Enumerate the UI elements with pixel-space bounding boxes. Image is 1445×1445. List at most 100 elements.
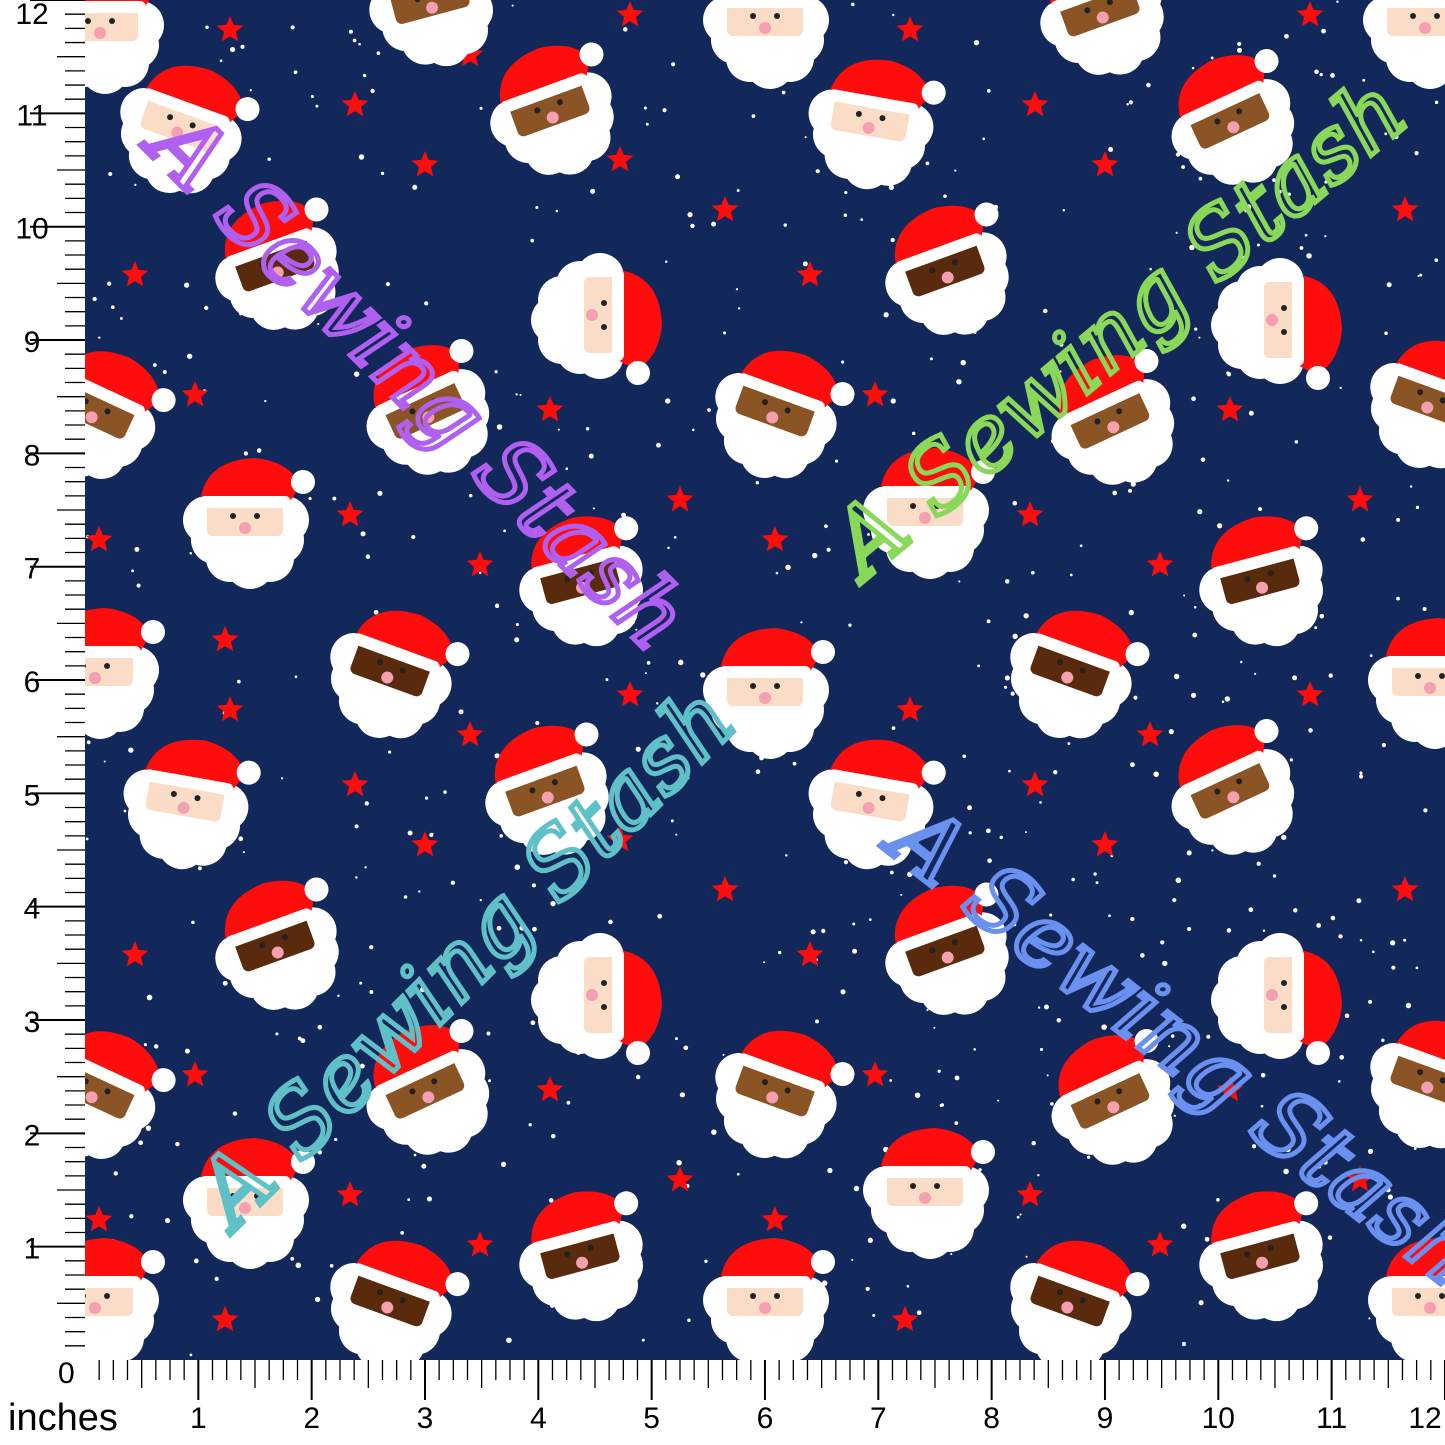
star: [536, 396, 564, 422]
star: [216, 16, 244, 42]
snow-dot: [986, 89, 991, 93]
snow-dot: [1101, 1024, 1107, 1030]
star: [666, 1166, 694, 1192]
snow-dot: [293, 70, 298, 75]
snow-dot: [1059, 370, 1062, 373]
snow-dot: [1062, 209, 1066, 212]
snow-dot: [360, 531, 366, 537]
snow-dot: [1304, 233, 1308, 237]
snow-dot: [514, 864, 521, 870]
y-tick-label: 7: [24, 553, 41, 586]
snow-dot: [136, 583, 141, 588]
snow-dot: [1380, 97, 1384, 101]
santa-head: [123, 739, 261, 870]
star: [466, 1231, 494, 1257]
y-tick-label: 8: [24, 439, 41, 472]
snow-dot: [237, 679, 241, 684]
snow-dot: [365, 554, 371, 559]
snow-dot: [736, 189, 740, 192]
snow-dot: [334, 1137, 338, 1142]
snow-dot: [643, 106, 647, 110]
snow-dot: [1069, 573, 1073, 577]
snow-dot: [1216, 1198, 1220, 1202]
snow-dot: [566, 1100, 571, 1105]
santa-head: [715, 1030, 855, 1159]
snow-dot: [92, 296, 97, 302]
x-tick-0: 0: [58, 1357, 75, 1390]
snow-dot: [421, 1163, 427, 1169]
snow-dot: [1004, 579, 1010, 584]
snow-dot: [373, 609, 379, 615]
snow-dot: [385, 282, 390, 287]
snow-dot: [777, 950, 782, 955]
snow-dot: [110, 305, 115, 310]
snow-dot: [1292, 215, 1296, 219]
snow-dot: [929, 357, 933, 361]
snow-dot: [1003, 685, 1008, 689]
snow-dot: [1023, 613, 1029, 619]
snow-dot: [840, 989, 846, 995]
star: [666, 486, 694, 512]
snow-dot: [1168, 729, 1174, 735]
snow-dot: [956, 379, 962, 385]
snow-dot: [954, 169, 957, 172]
star: [181, 1061, 209, 1087]
santa-head: [703, 0, 829, 89]
star: [411, 151, 439, 177]
snow-dot: [815, 1019, 819, 1024]
snow-dot: [848, 623, 852, 627]
snow-dot: [424, 796, 429, 800]
snow-dot: [1172, 898, 1177, 903]
snow-dot: [1422, 607, 1427, 612]
snow-dot: [1393, 134, 1399, 140]
snow-dot: [751, 114, 756, 119]
snow-dot: [1423, 808, 1428, 813]
star: [1021, 771, 1049, 797]
snow-dot: [280, 777, 284, 780]
snow-dot: [906, 1284, 910, 1288]
snow-dot: [419, 987, 426, 993]
snow-dot: [530, 1020, 536, 1026]
snow-dot: [867, 533, 870, 536]
snow-dot: [1308, 728, 1313, 733]
snow-dot: [1254, 672, 1257, 675]
snow-dot: [1409, 485, 1413, 488]
snow-dot: [1396, 596, 1400, 601]
star: [336, 501, 364, 527]
snow-dot: [675, 833, 678, 836]
snow-dot: [1036, 383, 1041, 388]
snow-dot: [852, 948, 858, 954]
snow-dot: [635, 746, 641, 752]
snow-dot: [621, 512, 626, 518]
star: [341, 91, 369, 117]
snow-dot: [1368, 1317, 1371, 1320]
snow-dot: [329, 1263, 334, 1268]
snow-dot: [193, 1258, 199, 1264]
snow-dot: [146, 994, 153, 1001]
snow-dot: [503, 529, 506, 533]
star: [861, 381, 889, 407]
snow-dot: [711, 1129, 717, 1135]
snow-dot: [841, 360, 845, 364]
snow-dot: [1175, 231, 1178, 234]
fabric-print: A Sewing Stash A Sewing Stash A Sewing S…: [85, 0, 1445, 1360]
snow-dot: [1162, 960, 1168, 967]
snow-dot: [1326, 132, 1332, 138]
x-tick-label: 3: [417, 1402, 434, 1435]
snow-dot: [860, 218, 864, 222]
snow-dot: [1434, 100, 1439, 105]
snow-dot: [645, 122, 649, 126]
snow-dot: [1130, 481, 1136, 487]
snow-dot: [657, 913, 663, 919]
snow-dot: [844, 190, 848, 195]
snow-dot: [565, 467, 569, 471]
star: [896, 16, 924, 42]
snow-dot: [129, 1214, 134, 1219]
snow-dot: [479, 898, 482, 902]
snow-dot: [256, 448, 262, 453]
snow-dot: [1012, 500, 1018, 506]
snow-dot: [592, 507, 595, 510]
snow-dot: [1415, 966, 1419, 970]
snow-dot: [926, 1008, 929, 1012]
snow-dot: [671, 62, 676, 67]
